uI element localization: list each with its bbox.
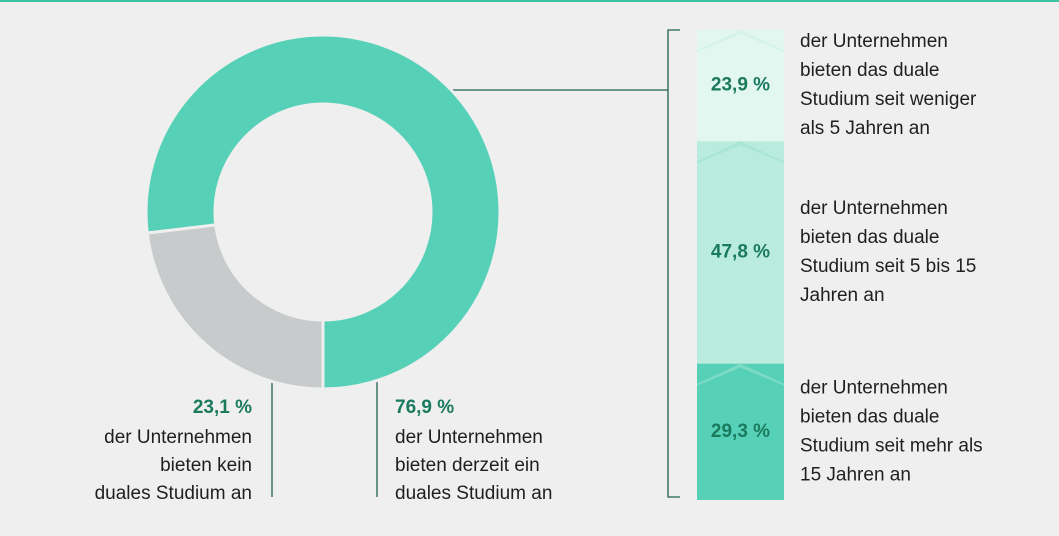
value-label: 29,3 % xyxy=(711,421,770,442)
segment-label: Jahren an xyxy=(800,285,885,306)
value-label: 76,9 % xyxy=(395,397,454,418)
slice-label: der Unternehmen xyxy=(104,427,252,448)
segment-label: bieten das duale xyxy=(800,60,939,81)
segment-label: bieten das duale xyxy=(800,406,939,427)
value-label: 23,9 % xyxy=(711,75,770,96)
segment-label: Studium seit mehr als xyxy=(800,435,983,456)
segment-label: Studium seit weniger xyxy=(800,89,977,110)
bracket xyxy=(667,29,680,498)
bar-segment xyxy=(697,141,784,364)
segment-label: Studium seit 5 bis 15 xyxy=(800,256,976,277)
slice-label: duales Studium an xyxy=(95,483,252,504)
donut-slice xyxy=(144,33,502,391)
slice-label: duales Studium an xyxy=(395,483,552,504)
value-label: 23,1 % xyxy=(193,397,252,418)
segment-label: der Unternehmen xyxy=(800,377,948,398)
segment-label: der Unternehmen xyxy=(800,198,948,219)
slice-label: bieten kein xyxy=(160,455,252,476)
slice-label: bieten derzeit ein xyxy=(395,455,540,476)
donut-slice xyxy=(145,223,325,391)
segment-label: als 5 Jahren an xyxy=(800,118,930,139)
slice-label: der Unternehmen xyxy=(395,427,543,448)
segment-label: der Unternehmen xyxy=(800,31,948,52)
bar-segment xyxy=(697,30,784,142)
top-rule xyxy=(0,0,1059,2)
segment-label: 15 Jahren an xyxy=(800,464,911,485)
bar-segment xyxy=(697,363,784,500)
segment-label: bieten das duale xyxy=(800,227,939,248)
value-label: 47,8 % xyxy=(711,241,770,262)
